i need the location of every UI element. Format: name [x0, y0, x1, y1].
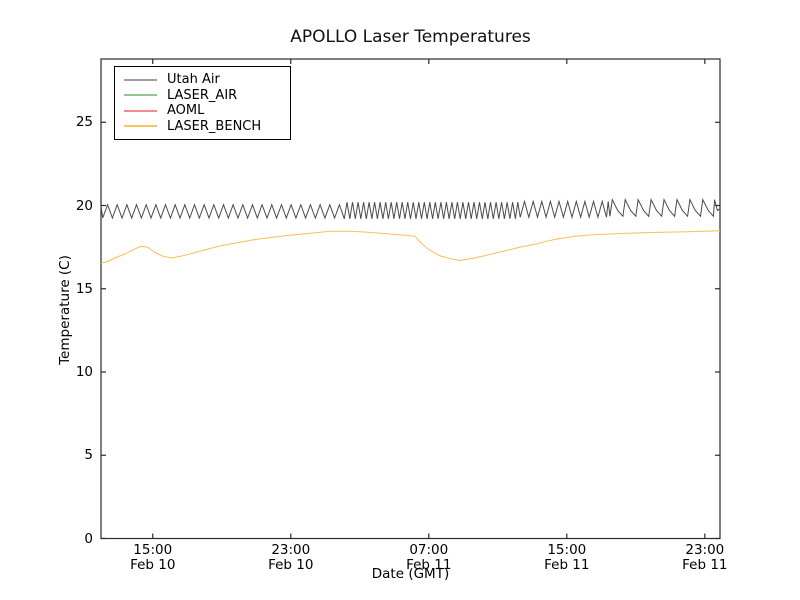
y-axis-label: Temperature (C): [57, 255, 73, 365]
series-line-utah-air: [100, 198, 721, 220]
x-tick-label: 23:00 Feb 10: [246, 543, 336, 573]
legend-line-swatch: [124, 94, 157, 97]
x-tick-date: Feb 10: [130, 557, 176, 573]
legend-item: AOML: [124, 103, 286, 119]
y-tick-label: 15: [75, 280, 93, 297]
series-line-laser-bench: [100, 230, 721, 264]
chart-title: APOLLO Laser Temperatures: [290, 27, 531, 47]
legend-label: LASER_BENCH: [167, 118, 262, 134]
legend-label: Utah Air: [167, 72, 220, 88]
x-tick-date: Feb 11: [544, 557, 590, 573]
x-tick-time: 23:00: [271, 542, 311, 558]
y-tick-label: 10: [75, 364, 93, 380]
axes-frame: [100, 58, 721, 540]
x-tick-label: 07:00 Feb 11: [384, 543, 474, 573]
y-tick-label: 5: [84, 447, 93, 464]
x-tick-label: 15:00 Feb 10: [108, 543, 198, 573]
x-axis-label: Date (GMT): [371, 566, 450, 582]
x-tick-label: 23:00 Feb 11: [660, 543, 750, 573]
legend-item: LASER_BENCH: [124, 119, 286, 135]
x-tick-label: 15:00 Feb 11: [522, 543, 612, 573]
y-tick-label: 25: [75, 114, 93, 131]
x-tick-time: 07:00: [409, 542, 449, 558]
legend-item: LASER_AIR: [124, 88, 286, 104]
legend: Utah Air LASER_AIR AOML LASER_BENCH: [114, 66, 291, 140]
y-tick-label: 0: [84, 530, 93, 547]
x-tick-date: Feb 10: [268, 557, 314, 573]
x-tick-date: Feb 11: [682, 557, 728, 573]
x-tick-time: 15:00: [547, 542, 587, 558]
legend-line-swatch: [124, 109, 157, 112]
legend-item: Utah Air: [124, 72, 286, 88]
x-tick-date: Feb 11: [406, 557, 452, 573]
legend-line-swatch: [124, 78, 157, 81]
x-tick-time: 15:00: [133, 542, 173, 558]
x-tick-time: 23:00: [685, 542, 725, 558]
legend-line-swatch: [124, 125, 157, 128]
legend-label: LASER_AIR: [167, 87, 238, 103]
y-tick-label: 20: [75, 197, 93, 214]
legend-label: AOML: [167, 103, 205, 119]
